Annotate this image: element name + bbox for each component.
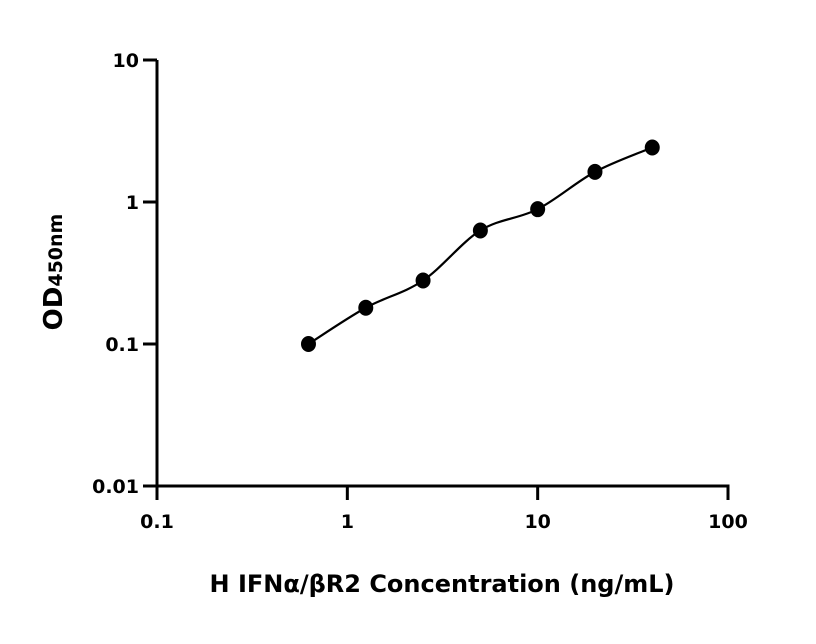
data-point: [358, 299, 374, 316]
data-point: [472, 222, 488, 239]
y-tick-label: 0.01: [92, 476, 139, 498]
y-axis-label-main: OD: [39, 287, 69, 331]
y-axis-label: OD450nm: [39, 214, 69, 331]
x-axis-label: H IFNα/βR2 Concentration (ng/mL): [210, 570, 675, 598]
x-tick-label: 1: [341, 511, 354, 533]
y-axis-label-subscript: 450nm: [45, 214, 67, 287]
y-tick-label: 0.1: [105, 334, 139, 356]
data-point: [530, 201, 546, 218]
x-tick-label: 10: [524, 511, 550, 533]
y-tick-label: 10: [113, 50, 139, 72]
data-point: [587, 163, 603, 180]
y-tick-label: 1: [126, 192, 139, 214]
x-tick-label: 0.1: [140, 511, 174, 533]
data-point: [644, 139, 660, 156]
data-point: [415, 272, 431, 289]
data-point: [300, 336, 316, 352]
data-points: [300, 139, 660, 352]
x-tick-label: 100: [708, 511, 748, 533]
